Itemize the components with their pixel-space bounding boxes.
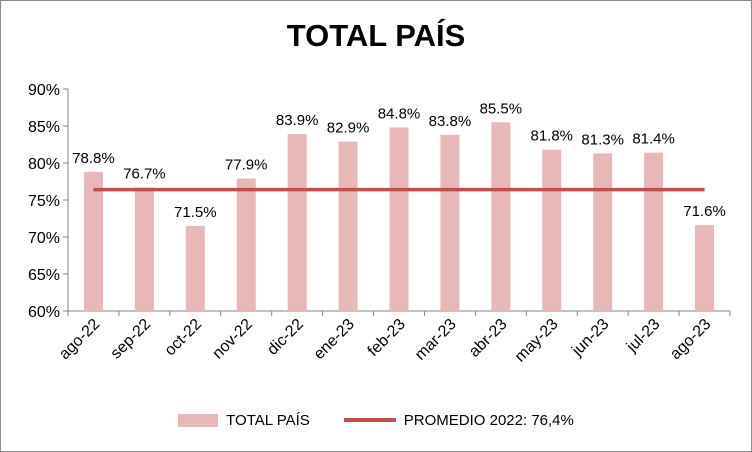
- data-label: 81.3%: [581, 131, 624, 148]
- y-tick-label: 70%: [28, 230, 60, 247]
- data-labels: 78.8% 76.7% 71.5% 77.9% 83.9% 82.9% 84.8% 83.8%…: [72, 100, 726, 221]
- legend: TOTAL PAÍS PROMEDIO 2022: 76,4%: [0, 408, 752, 432]
- bar: [134, 187, 154, 311]
- x-tick-label: may-23: [512, 316, 562, 366]
- x-tick-label: nov-22: [209, 316, 256, 363]
- x-tick-labels: ago-22 sep-22 oct-22 nov-22 dic-22 ene-23 feb-…: [56, 316, 714, 366]
- bar: [593, 153, 613, 311]
- data-label: 77.9%: [225, 157, 268, 174]
- bar: [491, 122, 511, 311]
- y-tick-labels: 60% 65% 70% 75% 80% 85% 90%: [28, 82, 60, 321]
- bar: [287, 134, 307, 311]
- bar: [338, 141, 358, 311]
- y-tick-label: 65%: [28, 267, 60, 284]
- y-tick-label: 90%: [28, 82, 60, 99]
- x-tick-label: mar-23: [412, 316, 460, 364]
- data-label: 81.4%: [632, 131, 675, 148]
- y-tick-label: 60%: [28, 304, 60, 321]
- data-label: 85.5%: [480, 100, 523, 117]
- legend-label-line: PROMEDIO 2022: 76,4%: [403, 411, 574, 429]
- x-tick-label: jun-23: [568, 316, 612, 360]
- x-tick-label: ago-22: [56, 316, 103, 363]
- legend-label-bars: TOTAL PAÍS: [226, 411, 310, 429]
- bar: [440, 134, 460, 311]
- data-label: 84.8%: [378, 105, 421, 122]
- legend-item-line: PROMEDIO 2022: 76,4%: [343, 411, 574, 429]
- x-tick-label: dic-22: [264, 316, 307, 359]
- data-label: 82.9%: [327, 120, 370, 137]
- bar: [695, 225, 715, 311]
- data-label: 83.9%: [276, 112, 319, 129]
- x-tick-label: jul-23: [623, 316, 663, 356]
- x-tick-label: oct-22: [162, 316, 206, 360]
- bar: [644, 152, 664, 311]
- data-label: 71.5%: [174, 204, 217, 221]
- chart-title: TOTAL PAÍS: [286, 18, 466, 53]
- legend-swatch-bar: [178, 413, 219, 427]
- data-label: 76.7%: [123, 165, 166, 182]
- x-tick-label: ago-23: [667, 316, 714, 363]
- data-label: 83.8%: [429, 113, 472, 130]
- bar: [542, 149, 562, 311]
- x-tick-label: sep-22: [108, 316, 155, 363]
- legend-item-bars: TOTAL PAÍS: [178, 412, 310, 429]
- y-tick-label: 85%: [28, 119, 60, 136]
- data-label: 78.8%: [72, 150, 115, 167]
- x-tick-label: ene-23: [311, 316, 358, 363]
- bar: [185, 225, 205, 311]
- data-label: 71.6%: [683, 203, 726, 220]
- y-tick-label: 75%: [28, 193, 60, 210]
- data-label: 81.8%: [530, 128, 573, 145]
- bar: [83, 171, 103, 311]
- x-tick-label: abr-23: [466, 316, 511, 361]
- y-tick-label: 80%: [28, 156, 60, 173]
- bar: [389, 127, 409, 311]
- x-tick-label: feb-23: [365, 316, 409, 360]
- legend-swatch-line: [343, 418, 396, 422]
- bar: [236, 178, 256, 311]
- bar-series: [83, 122, 715, 311]
